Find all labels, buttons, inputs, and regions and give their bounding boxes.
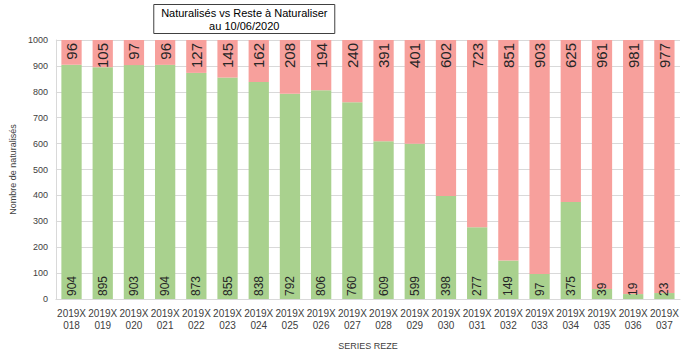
svg-text:2019X: 2019X xyxy=(556,308,585,319)
svg-text:2019X: 2019X xyxy=(213,308,242,319)
svg-text:2019X: 2019X xyxy=(119,308,148,319)
svg-text:030: 030 xyxy=(438,320,455,331)
svg-text:792: 792 xyxy=(283,276,297,296)
svg-text:96: 96 xyxy=(157,43,174,60)
svg-text:23: 23 xyxy=(657,282,671,296)
svg-text:127: 127 xyxy=(188,43,205,68)
svg-text:625: 625 xyxy=(562,43,579,68)
svg-text:500: 500 xyxy=(33,165,48,175)
svg-text:977: 977 xyxy=(656,43,673,68)
svg-text:031: 031 xyxy=(469,320,486,331)
svg-text:2019X: 2019X xyxy=(182,308,211,319)
svg-text:277: 277 xyxy=(470,276,484,296)
svg-text:027: 027 xyxy=(344,320,361,331)
svg-text:2019X: 2019X xyxy=(619,308,648,319)
svg-text:903: 903 xyxy=(531,43,548,68)
svg-text:au 10/06/2020: au 10/06/2020 xyxy=(209,20,279,32)
svg-text:240: 240 xyxy=(344,43,361,68)
svg-text:145: 145 xyxy=(219,43,236,68)
svg-text:200: 200 xyxy=(33,242,48,252)
svg-text:855: 855 xyxy=(221,276,235,296)
svg-text:2019X: 2019X xyxy=(244,308,273,319)
svg-text:023: 023 xyxy=(219,320,236,331)
svg-text:032: 032 xyxy=(500,320,517,331)
svg-text:600: 600 xyxy=(33,139,48,149)
svg-text:Naturalisés vs Reste à Natural: Naturalisés vs Reste à Naturaliser xyxy=(161,7,328,19)
svg-text:022: 022 xyxy=(188,320,205,331)
svg-text:018: 018 xyxy=(63,320,80,331)
svg-text:2019X: 2019X xyxy=(463,308,492,319)
svg-text:800: 800 xyxy=(33,87,48,97)
svg-text:028: 028 xyxy=(375,320,392,331)
svg-text:19: 19 xyxy=(626,282,640,296)
svg-text:2019X: 2019X xyxy=(432,308,461,319)
svg-text:97: 97 xyxy=(533,282,547,296)
svg-text:1000: 1000 xyxy=(28,35,48,45)
svg-text:033: 033 xyxy=(531,320,548,331)
svg-text:Nombre de naturalisés: Nombre de naturalisés xyxy=(8,124,18,215)
svg-text:375: 375 xyxy=(564,276,578,296)
svg-text:208: 208 xyxy=(281,43,298,68)
svg-text:851: 851 xyxy=(500,43,517,68)
svg-text:700: 700 xyxy=(33,113,48,123)
svg-text:100: 100 xyxy=(33,268,48,278)
svg-text:760: 760 xyxy=(345,276,359,296)
svg-text:903: 903 xyxy=(127,276,141,296)
svg-text:105: 105 xyxy=(94,43,111,68)
svg-text:900: 900 xyxy=(33,61,48,71)
svg-text:034: 034 xyxy=(562,320,579,331)
svg-text:895: 895 xyxy=(96,276,110,296)
svg-text:300: 300 xyxy=(33,216,48,226)
svg-text:026: 026 xyxy=(313,320,330,331)
svg-text:2019X: 2019X xyxy=(588,308,617,319)
svg-text:2019X: 2019X xyxy=(650,308,679,319)
svg-text:2019X: 2019X xyxy=(338,308,367,319)
svg-text:035: 035 xyxy=(594,320,611,331)
svg-text:2019X: 2019X xyxy=(494,308,523,319)
svg-text:2019X: 2019X xyxy=(369,308,398,319)
svg-text:2019X: 2019X xyxy=(151,308,180,319)
svg-text:400: 400 xyxy=(33,190,48,200)
svg-text:599: 599 xyxy=(408,276,422,296)
svg-text:723: 723 xyxy=(469,43,486,68)
svg-text:981: 981 xyxy=(625,43,642,68)
svg-text:036: 036 xyxy=(625,320,642,331)
svg-text:2019X: 2019X xyxy=(57,308,86,319)
svg-text:2019X: 2019X xyxy=(275,308,304,319)
svg-text:96: 96 xyxy=(63,43,80,60)
svg-text:149: 149 xyxy=(501,276,515,296)
svg-text:838: 838 xyxy=(252,276,266,296)
svg-text:2019X: 2019X xyxy=(400,308,429,319)
svg-text:904: 904 xyxy=(65,276,79,296)
svg-text:162: 162 xyxy=(250,43,267,68)
svg-text:020: 020 xyxy=(126,320,143,331)
svg-text:873: 873 xyxy=(189,276,203,296)
svg-text:2019X: 2019X xyxy=(88,308,117,319)
svg-text:029: 029 xyxy=(406,320,423,331)
svg-text:037: 037 xyxy=(656,320,673,331)
svg-text:SERIES REZE: SERIES REZE xyxy=(338,341,398,351)
svg-text:904: 904 xyxy=(158,276,172,296)
svg-text:194: 194 xyxy=(313,43,330,68)
svg-text:806: 806 xyxy=(314,276,328,296)
svg-text:401: 401 xyxy=(406,43,423,68)
svg-text:602: 602 xyxy=(437,43,454,68)
svg-text:39: 39 xyxy=(595,282,609,296)
svg-text:609: 609 xyxy=(377,276,391,296)
svg-text:398: 398 xyxy=(439,276,453,296)
svg-text:021: 021 xyxy=(157,320,174,331)
svg-text:391: 391 xyxy=(375,43,392,68)
svg-text:019: 019 xyxy=(94,320,111,331)
svg-text:961: 961 xyxy=(593,43,610,68)
svg-text:97: 97 xyxy=(125,43,142,60)
svg-text:2019X: 2019X xyxy=(525,308,554,319)
svg-text:0: 0 xyxy=(43,294,48,304)
svg-text:024: 024 xyxy=(250,320,267,331)
svg-text:025: 025 xyxy=(282,320,299,331)
svg-text:2019X: 2019X xyxy=(307,308,336,319)
